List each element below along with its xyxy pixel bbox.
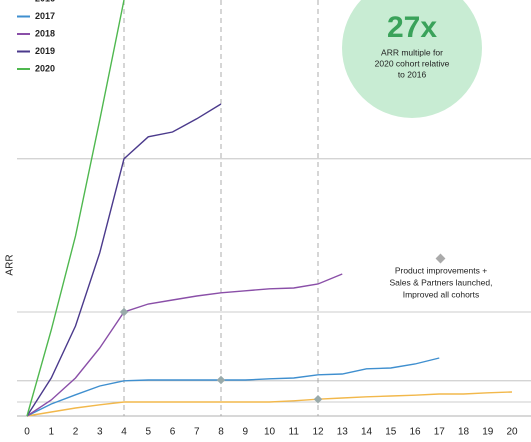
x-tick-label: 2 <box>73 427 79 438</box>
series-line <box>26 391 513 417</box>
event-marker <box>119 307 129 317</box>
series-line <box>26 0 125 417</box>
y-axis-label: ARR <box>5 254 16 275</box>
x-tick-label: 18 <box>458 427 470 438</box>
x-tick-label: 17 <box>434 427 446 438</box>
x-tick-label: 13 <box>337 427 349 438</box>
event-marker <box>216 375 226 385</box>
x-tick-label: 1 <box>48 427 54 438</box>
series-line <box>26 103 222 417</box>
x-tick-label: 10 <box>264 427 276 438</box>
legend-label: 2017 <box>35 11 55 21</box>
legend-label: 2016 <box>35 0 55 3</box>
annotation-text: Improved all cohorts <box>403 289 480 299</box>
x-tick-label: 5 <box>145 427 151 438</box>
x-tick-label: 15 <box>385 427 397 438</box>
x-tick-label: 3 <box>97 427 103 438</box>
x-tick-label: 6 <box>170 427 176 438</box>
series-line <box>26 357 440 417</box>
annotation-text: Product improvements + <box>395 265 487 275</box>
x-tick-label: 8 <box>218 427 224 438</box>
x-tick-label: 19 <box>482 427 494 438</box>
annotation-marker <box>435 253 446 264</box>
callout-circle <box>342 0 482 118</box>
series-line <box>26 273 343 417</box>
event-marker <box>313 394 323 404</box>
callout-text: ARR multiple for <box>381 47 443 57</box>
callout-text: 2020 cohort relative <box>375 58 450 68</box>
callout-text: to 2016 <box>398 69 427 79</box>
legend-label: 2020 <box>35 63 55 73</box>
x-tick-label: 7 <box>194 427 200 438</box>
x-tick-label: 11 <box>289 427 300 438</box>
x-tick-label: 4 <box>121 427 127 438</box>
x-tick-label: 0 <box>24 427 30 438</box>
x-tick-label: 12 <box>312 427 324 438</box>
x-tick-label: 14 <box>361 427 373 438</box>
legend-label: 2019 <box>35 46 55 56</box>
x-tick-label: 20 <box>506 427 518 438</box>
x-tick-label: 9 <box>242 427 248 438</box>
x-tick-label: 16 <box>409 427 421 438</box>
legend-label: 2018 <box>35 28 55 38</box>
annotation-text: Sales & Partners launched, <box>389 277 492 287</box>
callout-value: 27x <box>387 11 437 44</box>
